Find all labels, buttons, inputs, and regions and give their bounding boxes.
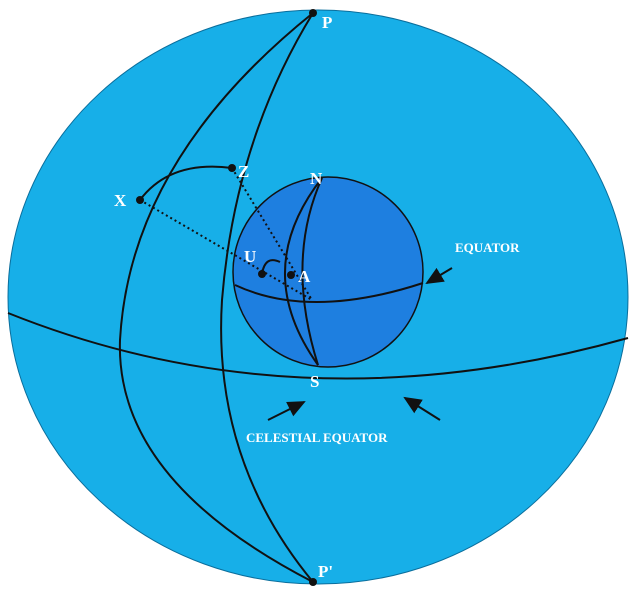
label: N — [310, 169, 323, 188]
label: P — [322, 13, 332, 32]
label: S — [310, 372, 319, 391]
arc-xz — [139, 165, 233, 201]
label: A — [298, 267, 311, 286]
dotted-line-z — [231, 167, 313, 301]
label: X — [114, 191, 127, 210]
equator-line — [234, 282, 424, 303]
point-p-prime — [309, 578, 317, 586]
meridian-z — [220, 12, 314, 583]
earth-meridian-2 — [301, 177, 323, 366]
celestial-arrow-left — [267, 401, 306, 421]
point-a — [287, 271, 295, 279]
label: EQUATOR — [455, 240, 520, 255]
point-u — [258, 270, 266, 278]
point-x — [136, 196, 144, 204]
earth-sphere — [232, 176, 424, 368]
label: Z — [238, 162, 249, 181]
label: P' — [318, 562, 333, 581]
point-z — [228, 164, 236, 172]
dotted-line-x — [139, 199, 313, 301]
point-p — [309, 9, 317, 17]
celestial-equator-line — [7, 312, 629, 380]
equator-arrow — [425, 267, 453, 285]
meridian-x — [118, 12, 314, 583]
label: U — [244, 247, 256, 266]
label: CELESTIAL EQUATOR — [246, 430, 388, 445]
celestial-arrow-right — [403, 396, 441, 421]
earth-meridian-1 — [284, 177, 323, 366]
